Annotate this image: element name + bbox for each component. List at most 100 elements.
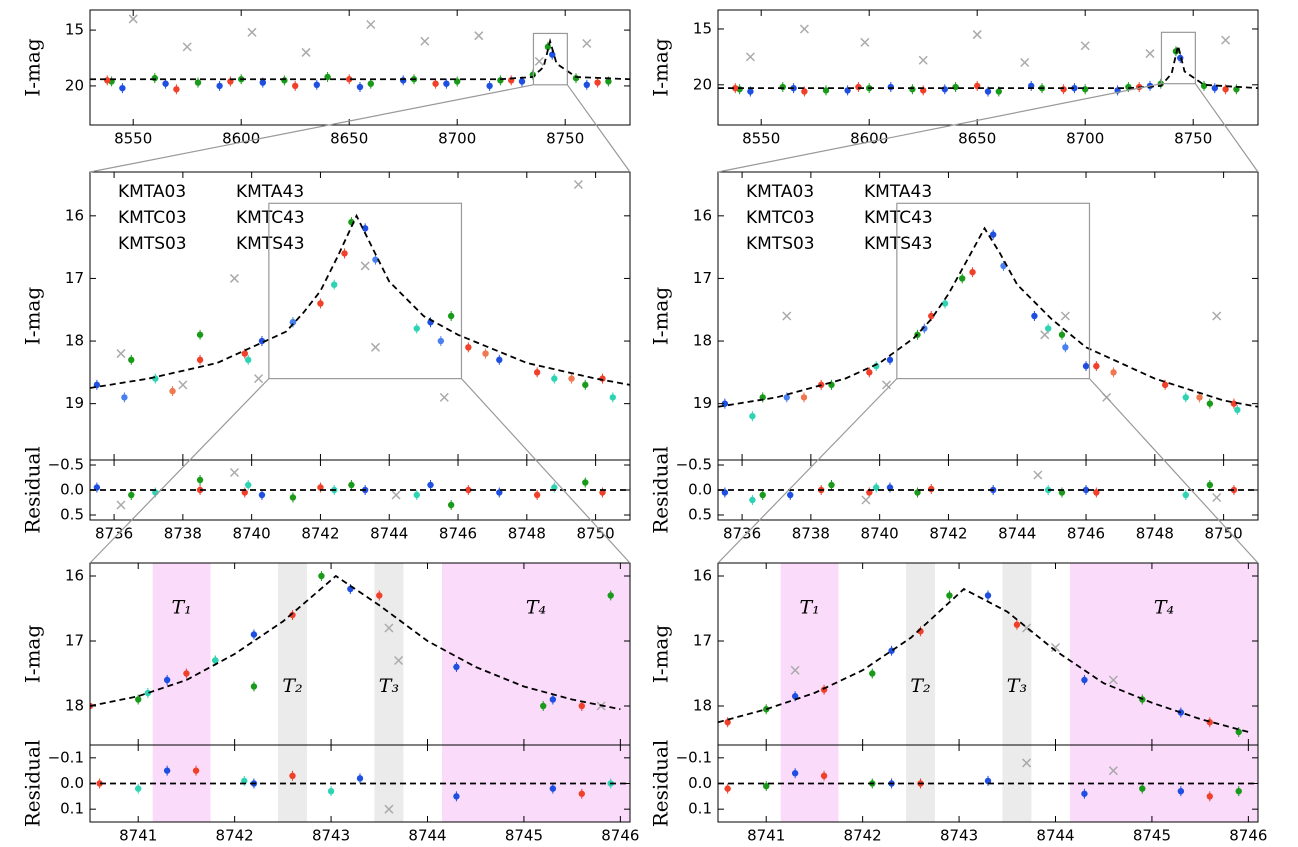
y-tick-label: 20: [693, 75, 712, 93]
point: [1221, 35, 1231, 45]
point: [313, 81, 320, 89]
point: [400, 77, 407, 84]
zoom-box: [896, 202, 1091, 380]
zoom-connector: [1089, 378, 1259, 564]
point: [946, 592, 953, 599]
point: [1222, 86, 1229, 93]
panel: 8736 8738 8740 8742 8744 8746 8748 8750 −0.5 0.0 0…: [21, 446, 631, 543]
y-tick-label: −0.1: [48, 748, 84, 766]
point: [427, 481, 434, 489]
y-tick-label: 15: [693, 19, 712, 37]
point: [1110, 369, 1117, 376]
zoom-box: [532, 32, 568, 86]
x-tick-label: 8746: [601, 827, 639, 845]
model-line: [90, 37, 630, 81]
point: [443, 80, 450, 87]
point: [372, 256, 379, 263]
y-tick-label: −0.1: [676, 748, 712, 766]
point: [289, 611, 296, 619]
point: [759, 491, 766, 499]
point: [984, 88, 992, 95]
panel: 8736 8738 8740 8742 8744 8746 8748 8750 −0.5 0.0 0…: [649, 446, 1259, 543]
point: [1040, 330, 1050, 340]
x-axis-label: HJD-2450000: [291, 845, 429, 847]
x-tick-label: 8744: [1036, 827, 1074, 845]
y-axis-label: I-mag: [649, 625, 673, 684]
zoom-box: [1160, 31, 1196, 85]
point: [241, 350, 248, 357]
region: [152, 563, 211, 745]
point: [533, 369, 541, 376]
x-tick-label: 8738: [164, 525, 202, 543]
point: [1206, 400, 1214, 407]
point: [1182, 491, 1189, 499]
x-tick-label: 8744: [370, 525, 408, 543]
frame: [89, 9, 631, 126]
x-tick-label: 8746: [1067, 525, 1105, 543]
y-tick-label: 19: [693, 394, 712, 412]
x-axis-label: HJD-2450000: [919, 845, 1057, 847]
frame: [717, 744, 1259, 823]
point: [229, 467, 239, 478]
point: [578, 702, 585, 710]
region: [278, 563, 307, 745]
legend-entry: KMTS43: [864, 234, 933, 254]
point: [128, 491, 135, 499]
point: [1196, 394, 1203, 401]
plot-area: [718, 563, 1258, 745]
point: [439, 392, 449, 402]
x-tick-label: 8741: [119, 827, 157, 845]
point: [183, 670, 190, 677]
legend-entry: KMTC03: [746, 208, 815, 228]
point: [969, 268, 976, 276]
point: [289, 772, 296, 779]
point: [594, 79, 601, 86]
point: [941, 86, 948, 93]
point: [732, 84, 739, 92]
point: [724, 719, 731, 726]
point: [1212, 311, 1222, 321]
point: [1080, 41, 1090, 51]
point: [749, 496, 756, 504]
plot-area: [90, 563, 630, 745]
point: [745, 52, 755, 62]
point: [317, 484, 324, 491]
x-tick-label: 8650: [330, 130, 368, 148]
point: [413, 325, 420, 332]
point: [413, 491, 420, 499]
plot-area: [718, 24, 1258, 97]
point: [1062, 344, 1069, 351]
point: [749, 412, 756, 420]
legend-entry: KMTC43: [236, 208, 305, 228]
region: [441, 563, 630, 745]
y-axis-label: Residual: [21, 740, 45, 828]
y-axis-label: I-mag: [649, 287, 673, 346]
point: [128, 14, 138, 24]
point: [540, 702, 547, 710]
point: [909, 86, 916, 93]
point: [447, 501, 455, 509]
x-tick-label: 8746: [439, 525, 477, 543]
panel: 8550 8600 8650 8700 8750 15 20 I-mag: [21, 9, 631, 148]
point: [1060, 311, 1070, 321]
region-label: T₄: [1154, 597, 1174, 619]
point: [549, 785, 557, 792]
panel: 8550 8600 8650 8700 8750 15 20 I-mag: [649, 9, 1259, 148]
y-axis-label: I-mag: [21, 287, 45, 346]
x-tick-label: 8743: [940, 827, 978, 845]
y-tick-label: 17: [65, 269, 84, 287]
point: [341, 250, 348, 257]
x-tick-label: 8742: [844, 827, 882, 845]
point: [1212, 492, 1222, 503]
point: [1060, 86, 1067, 93]
point: [116, 500, 126, 510]
legend-entry: KMTS03: [118, 234, 187, 254]
point: [482, 350, 489, 357]
x-tick-label: 8700: [1066, 130, 1104, 148]
y-tick-label: 18: [693, 332, 712, 350]
point: [346, 76, 353, 83]
region: [1002, 563, 1032, 745]
x-tick-label: 8750: [1174, 130, 1212, 148]
point: [259, 79, 266, 86]
